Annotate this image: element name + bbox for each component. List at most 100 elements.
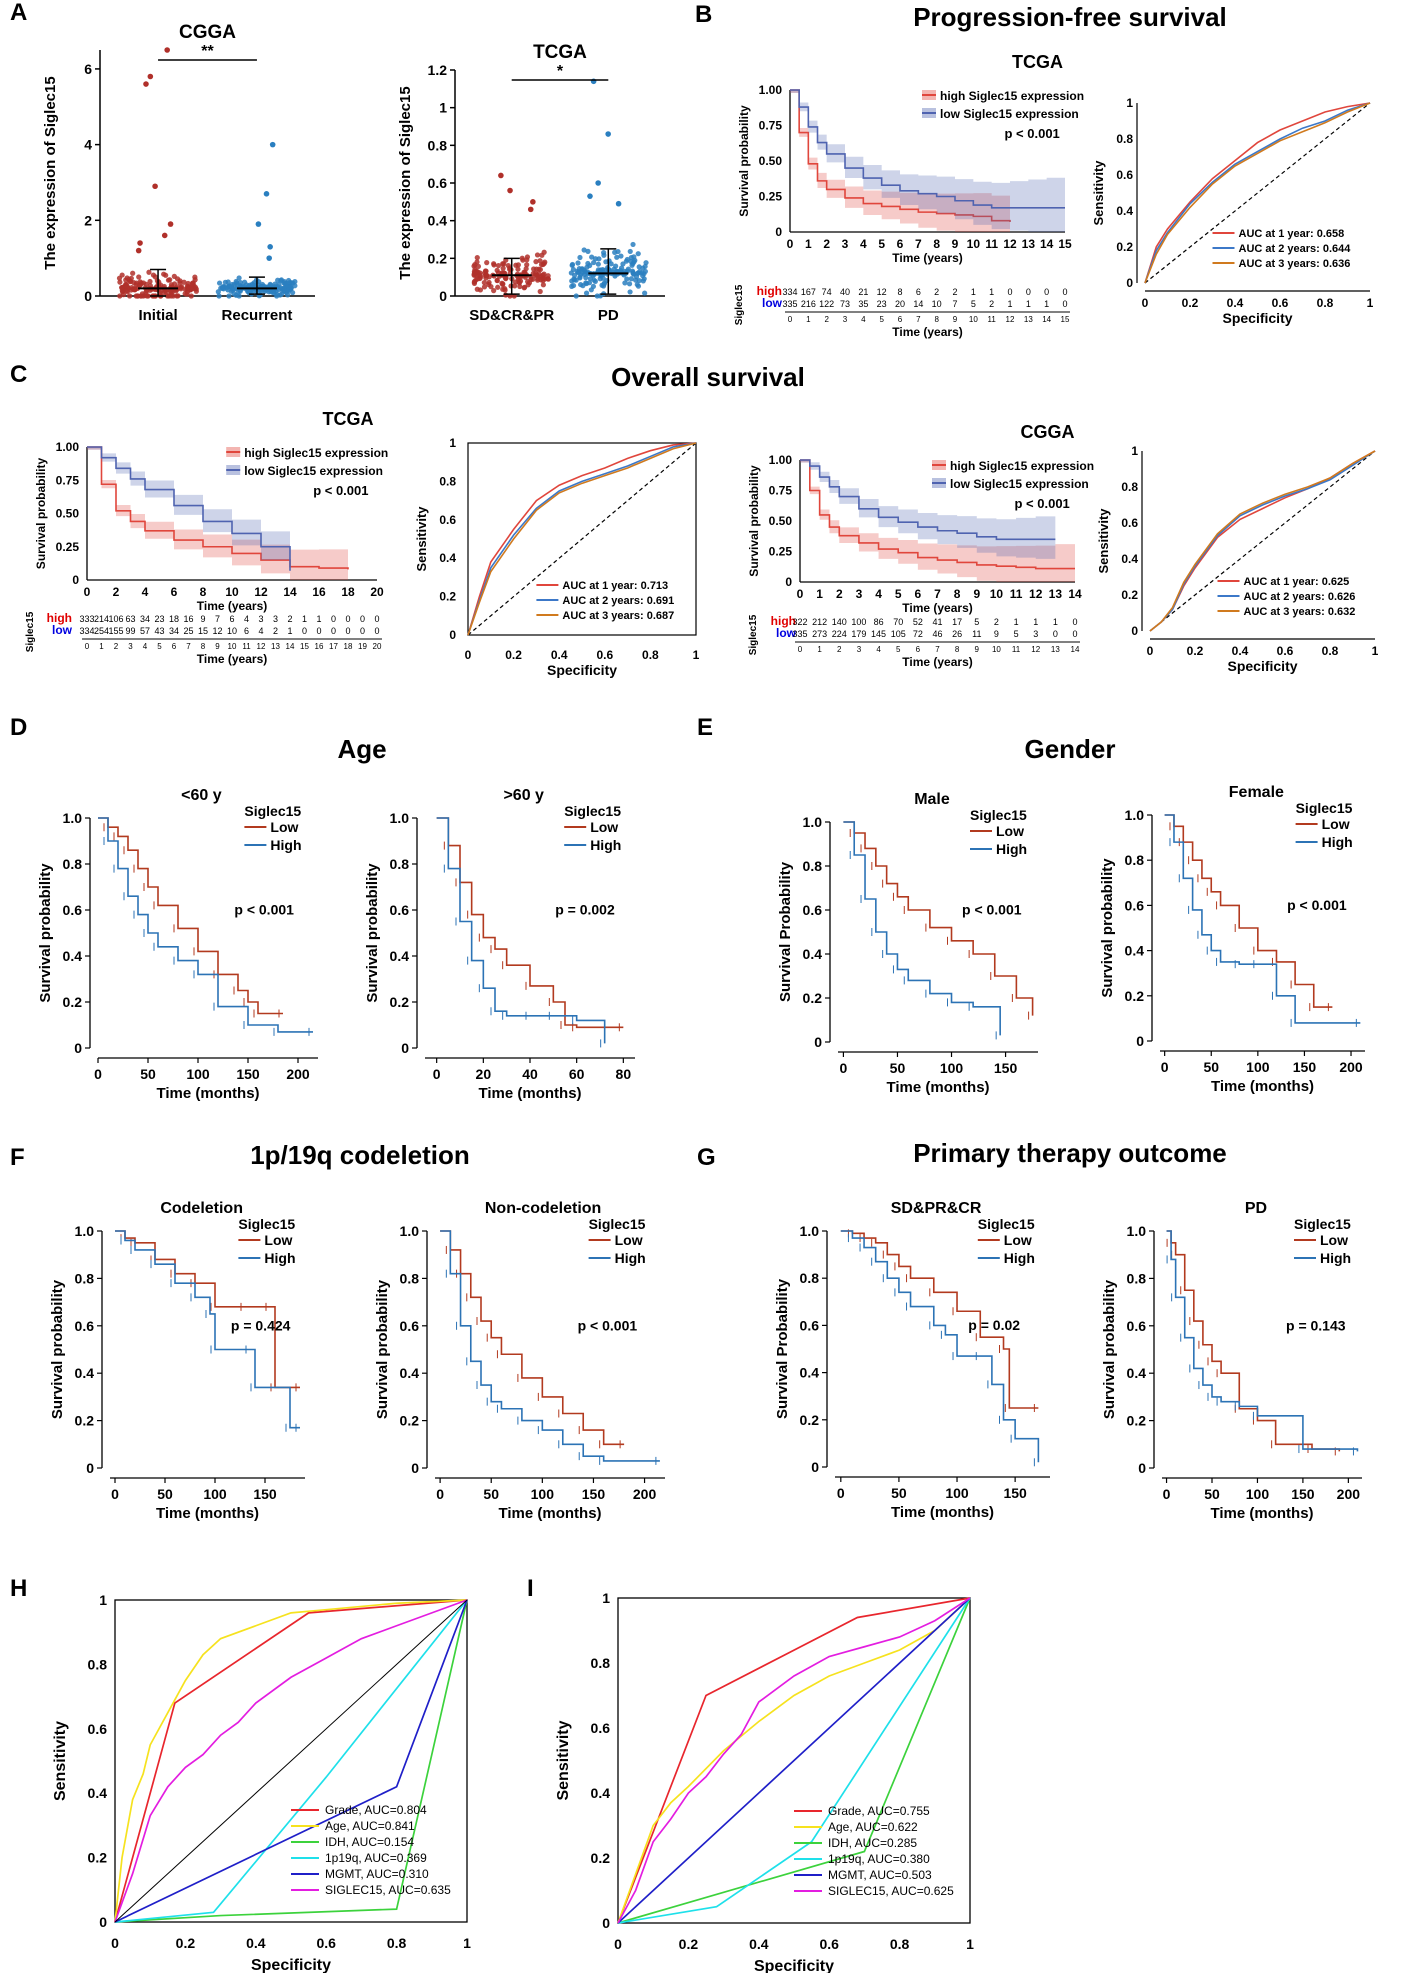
data-point — [635, 251, 641, 257]
y-tick-label: 0 — [99, 1914, 107, 1930]
risk-tick: 3 — [128, 642, 133, 651]
risk-tick: 19 — [358, 642, 367, 651]
legend-label: low Siglec15 expression — [244, 464, 383, 478]
title-gender: Gender — [1024, 734, 1115, 764]
title-1p19q: 1p/19q codeletion — [250, 1140, 470, 1170]
risk-tick: 5 — [896, 645, 901, 654]
data-point — [168, 288, 174, 294]
data-point — [640, 278, 646, 284]
survival-curve — [115, 1230, 300, 1389]
outlier-point — [595, 180, 601, 186]
x-tick-label: 20 — [476, 1066, 492, 1082]
y-tick-label: 0.4 — [390, 948, 410, 964]
risk-count: 4 — [244, 614, 249, 624]
risk-table-label: Siglec15 — [734, 284, 745, 325]
p-value: p < 0.001 — [962, 901, 1022, 917]
data-point — [274, 291, 280, 297]
outlier-point — [269, 141, 276, 148]
risk-count: 254 — [94, 626, 109, 636]
legend-title: Siglec15 — [238, 1216, 295, 1232]
risk-row-name: low — [762, 296, 783, 310]
data-point — [586, 280, 593, 286]
x-tick-label: 0 — [94, 1066, 102, 1082]
data-point — [495, 262, 502, 269]
category-label: SD&CR&PR — [469, 307, 554, 324]
y-tick-label: 0 — [814, 1034, 822, 1050]
x-tick-label: 2 — [823, 237, 830, 251]
legend-label: low Siglec15 expression — [950, 477, 1089, 491]
risk-count: 2 — [989, 299, 994, 309]
risk-count: 155 — [108, 626, 123, 636]
x-tick-label: 1 — [1372, 644, 1379, 658]
data-point — [505, 262, 511, 269]
legend-title: Siglec15 — [970, 807, 1027, 823]
x-tick-label: 150 — [253, 1486, 277, 1502]
x-tick-label: 100 — [1246, 1059, 1270, 1075]
risk-count: 74 — [822, 287, 832, 297]
data-point — [500, 286, 506, 292]
risk-tick: 9 — [975, 645, 980, 654]
risk-count: 25 — [183, 626, 193, 636]
y-tick-label: 0.4 — [1116, 204, 1133, 218]
outlier-point — [266, 255, 272, 261]
data-point — [611, 266, 617, 272]
legend-label: Low — [1320, 1232, 1348, 1248]
y-tick-label: 1.00 — [769, 453, 793, 467]
y-tick-label: 0.8 — [439, 474, 456, 488]
x-axis-label: Specificity — [547, 662, 617, 678]
risk-tick: 14 — [1042, 315, 1051, 324]
data-point — [615, 248, 621, 255]
data-point — [174, 293, 180, 299]
y-tick-label: 4 — [84, 137, 92, 153]
data-point — [484, 260, 490, 266]
x-tick-label: 0 — [1161, 1059, 1169, 1075]
data-point — [257, 292, 263, 298]
y-tick-label: 0.4 — [88, 1785, 108, 1801]
x-tick-label: 0 — [111, 1935, 119, 1951]
legend-label: High — [270, 837, 301, 853]
y-tick-label: 1.0 — [800, 1223, 820, 1239]
x-tick-label: 1 — [693, 648, 700, 662]
y-tick-label: 0 — [811, 1459, 819, 1475]
legend-label: High — [996, 841, 1027, 857]
risk-count: 1 — [316, 614, 321, 624]
y-tick-label: 0.50 — [769, 514, 793, 528]
data-point — [236, 275, 242, 281]
legend-label: High — [1004, 1250, 1035, 1266]
data-point — [219, 285, 226, 291]
x-tick-label: 50 — [1203, 1059, 1219, 1075]
data-point — [152, 274, 158, 280]
data-point — [571, 277, 577, 283]
panel-letter-g: G — [697, 1144, 716, 1171]
x-tick-label: 200 — [286, 1066, 310, 1082]
data-point — [515, 277, 522, 283]
x-tick-label: 0 — [1163, 1486, 1171, 1502]
x-tick-label: 4 — [875, 587, 882, 601]
risk-tick: 1 — [806, 315, 811, 324]
y-tick-label: 0.6 — [591, 1720, 611, 1736]
risk-tick: 9 — [215, 642, 220, 651]
data-point — [128, 275, 134, 281]
roc-curve — [114, 1599, 468, 1923]
data-point — [124, 289, 130, 295]
survival-curve — [800, 459, 1056, 541]
outlier-point — [152, 183, 158, 190]
risk-count: 52 — [913, 617, 923, 627]
chart-title: TCGA — [323, 409, 374, 429]
data-point — [587, 276, 594, 282]
risk-tick: 15 — [1061, 315, 1070, 324]
risk-count: 0 — [360, 614, 365, 624]
risk-row-name: high — [757, 284, 782, 298]
risk-count: 212 — [812, 617, 827, 627]
outlier-point — [530, 199, 536, 205]
data-point — [601, 249, 607, 256]
x-tick-label: 12 — [254, 585, 268, 599]
survival-curve — [1164, 814, 1361, 1024]
chart-title: Male — [914, 791, 950, 808]
risk-count: 0 — [1007, 287, 1012, 297]
dotplot-A1: 0 2 4 6 CGGA The expression of Siglec15 Initia… — [42, 22, 315, 324]
outlier-point — [263, 191, 270, 197]
y-tick-label: 1 — [449, 436, 456, 450]
x-tick-label: 80 — [616, 1066, 632, 1082]
data-point — [540, 282, 546, 288]
